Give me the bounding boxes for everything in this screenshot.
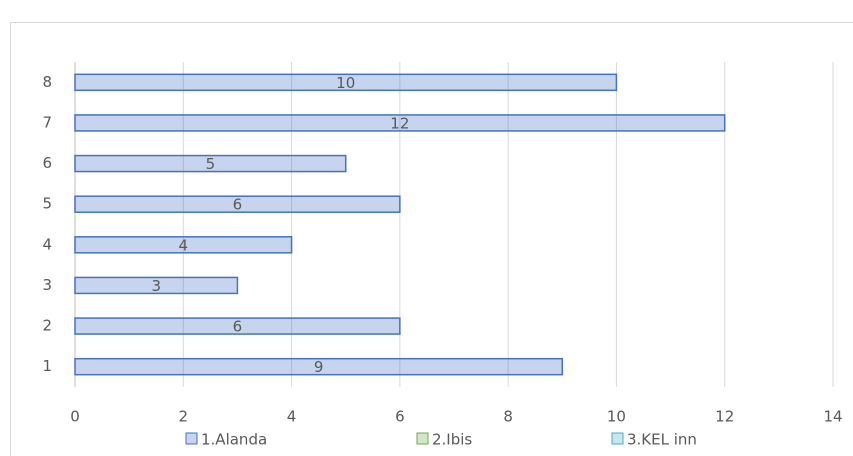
x-tick-label: 6 [395,408,405,426]
legend-label: 2.Ibis [432,431,472,449]
legend-swatch [185,432,198,445]
bar [74,73,618,92]
data-label: 4 [179,236,189,254]
bar [74,236,293,254]
bar [74,114,726,132]
data-label: 6 [233,196,243,214]
bar [74,317,401,335]
data-label: 10 [336,74,355,92]
y-tick-label: 7 [42,113,52,131]
x-tick-label: 2 [179,408,189,426]
x-tick-label: 12 [715,408,734,426]
x-tick-label: 8 [503,408,513,426]
data-label: 3 [151,277,161,295]
x-tick-label: 4 [287,408,297,426]
data-label: 12 [390,114,409,132]
bar [74,276,239,295]
x-tick-label: 0 [70,408,80,426]
legend-swatch [416,432,429,445]
y-tick-label: 6 [42,154,52,172]
data-label: 5 [206,155,216,173]
legend-label: 3.KEL inn [627,431,697,449]
x-tick-label: 10 [607,408,626,426]
y-tick-label: 8 [42,73,52,91]
y-tick-label: 1 [42,357,52,375]
data-label: 6 [233,318,243,336]
x-tick-label: 14 [823,408,842,426]
chart-frame [10,22,853,456]
legend-label: 1.Alanda [201,431,267,449]
legend-swatch [611,432,624,445]
y-tick-label: 3 [42,276,52,294]
bar [74,154,347,173]
y-tick-label: 2 [42,317,52,335]
bar [74,195,401,213]
bar [74,357,564,376]
data-label: 9 [314,358,324,376]
y-tick-label: 4 [42,235,52,253]
y-tick-label: 5 [42,195,52,213]
